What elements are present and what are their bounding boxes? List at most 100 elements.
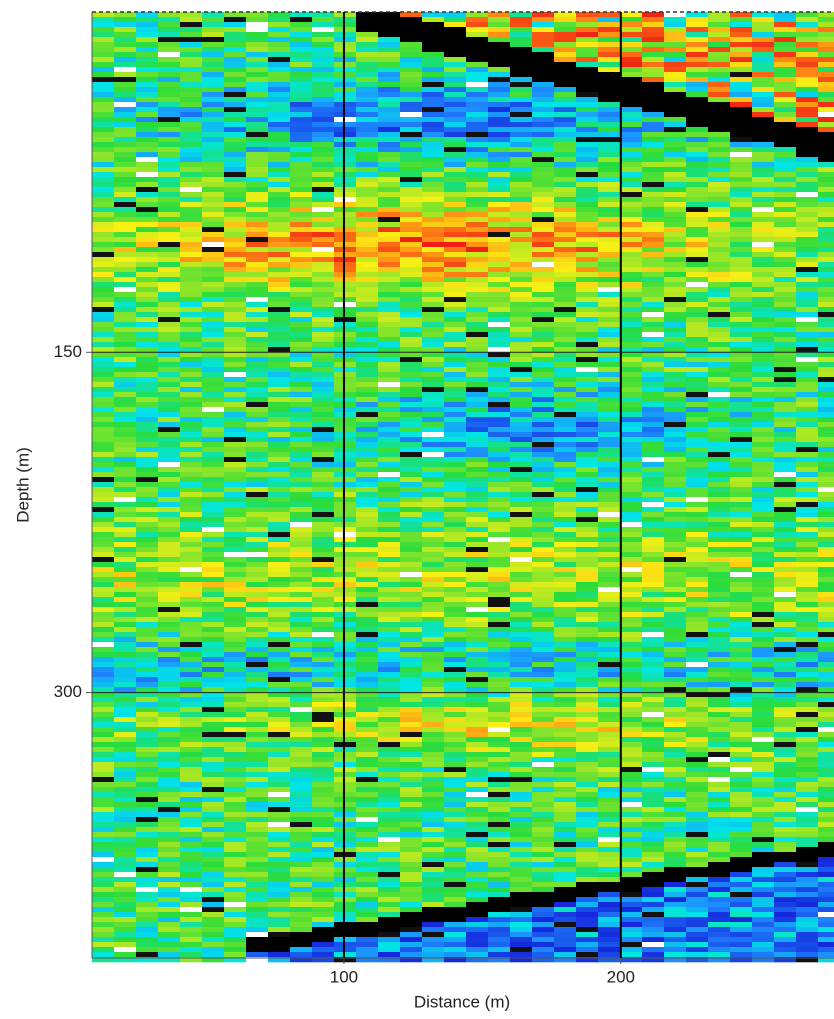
echo-cell <box>488 207 511 212</box>
echo-cell <box>730 302 753 307</box>
echo-cell <box>598 487 621 492</box>
echo-cell <box>312 367 335 372</box>
echo-cell <box>642 477 665 482</box>
echo-cell <box>180 77 203 82</box>
echo-cell <box>158 177 181 182</box>
echo-cell <box>422 707 445 712</box>
echo-cell <box>290 607 313 612</box>
echo-cell <box>488 337 511 342</box>
echo-cell <box>312 427 335 432</box>
echo-cell <box>532 662 555 667</box>
echo-cell <box>202 492 225 497</box>
echo-cell <box>400 42 423 47</box>
echo-cell <box>202 27 225 32</box>
echo-cell <box>400 687 423 692</box>
echo-cell <box>290 497 313 502</box>
echo-cell <box>488 657 511 662</box>
echo-cell <box>642 482 665 487</box>
echo-cell <box>642 487 665 492</box>
echo-cell <box>444 67 467 72</box>
echo-cell <box>598 527 621 532</box>
echo-cell <box>378 607 401 612</box>
echo-cell <box>730 137 753 142</box>
echo-cell <box>356 682 379 687</box>
echo-cell <box>686 52 709 57</box>
echo-cell <box>444 697 467 702</box>
echo-cell <box>246 317 269 322</box>
echo-cell <box>818 132 834 137</box>
echo-cell <box>686 202 709 207</box>
echo-cell <box>400 447 423 452</box>
echo-cell <box>664 432 687 437</box>
echo-cell <box>378 527 401 532</box>
echo-cell <box>510 607 533 612</box>
echo-cell <box>532 37 555 42</box>
echo-cell <box>598 382 621 387</box>
echo-cell <box>180 212 203 217</box>
echo-cell <box>554 177 577 182</box>
echo-cell <box>774 257 797 262</box>
echo-cell <box>224 602 247 607</box>
echo-cell <box>92 712 115 717</box>
echo-cell <box>92 187 115 192</box>
echo-cell <box>708 462 731 467</box>
echo-cell <box>620 602 643 607</box>
echo-cell <box>290 387 313 392</box>
echo-cell <box>598 457 621 462</box>
echo-cell <box>290 507 313 512</box>
echo-cell <box>158 597 181 602</box>
echo-cell <box>246 202 269 207</box>
echo-cell <box>290 667 313 672</box>
echo-cell <box>246 362 269 367</box>
echo-cell <box>334 302 357 307</box>
echo-cell <box>686 362 709 367</box>
echo-cell <box>290 587 313 592</box>
echo-cell <box>202 22 225 27</box>
echo-cell <box>510 437 533 442</box>
echo-cell <box>642 237 665 242</box>
echo-cell <box>818 197 834 202</box>
echo-cell <box>158 547 181 552</box>
echo-cell <box>466 442 489 447</box>
echo-cell <box>224 202 247 207</box>
echo-cell <box>510 497 533 502</box>
echo-cell <box>290 462 313 467</box>
echo-cell <box>114 47 137 52</box>
echo-cell <box>818 27 834 32</box>
echo-cell <box>422 427 445 432</box>
echo-cell <box>708 92 731 97</box>
echo-cell <box>686 97 709 102</box>
echo-cell <box>488 27 511 32</box>
echo-cell <box>202 57 225 62</box>
echo-cell <box>642 67 665 72</box>
echo-cell <box>312 17 335 22</box>
echo-cell <box>92 267 115 272</box>
echo-cell <box>246 377 269 382</box>
echo-cell <box>796 117 819 122</box>
echo-cell <box>312 742 335 747</box>
echo-cell <box>466 712 489 717</box>
echo-cell <box>664 537 687 542</box>
echo-cell <box>598 612 621 617</box>
echo-cell <box>180 147 203 152</box>
echo-cell <box>422 132 445 137</box>
echo-cell <box>510 617 533 622</box>
echo-cell <box>598 282 621 287</box>
echo-cell <box>246 102 269 107</box>
echo-cell <box>620 712 643 717</box>
echo-cell <box>598 132 621 137</box>
echo-cell <box>774 607 797 612</box>
echo-cell <box>378 632 401 637</box>
echo-cell <box>730 157 753 162</box>
echo-cell <box>312 557 335 562</box>
echo-cell <box>554 627 577 632</box>
echo-cell <box>620 532 643 537</box>
echo-cell <box>796 227 819 232</box>
echo-cell <box>730 742 753 747</box>
echo-cell <box>576 262 599 267</box>
echo-cell <box>400 737 423 742</box>
echo-cell <box>202 727 225 732</box>
echo-cell <box>444 437 467 442</box>
echo-cell <box>444 652 467 657</box>
echo-cell <box>774 432 797 437</box>
